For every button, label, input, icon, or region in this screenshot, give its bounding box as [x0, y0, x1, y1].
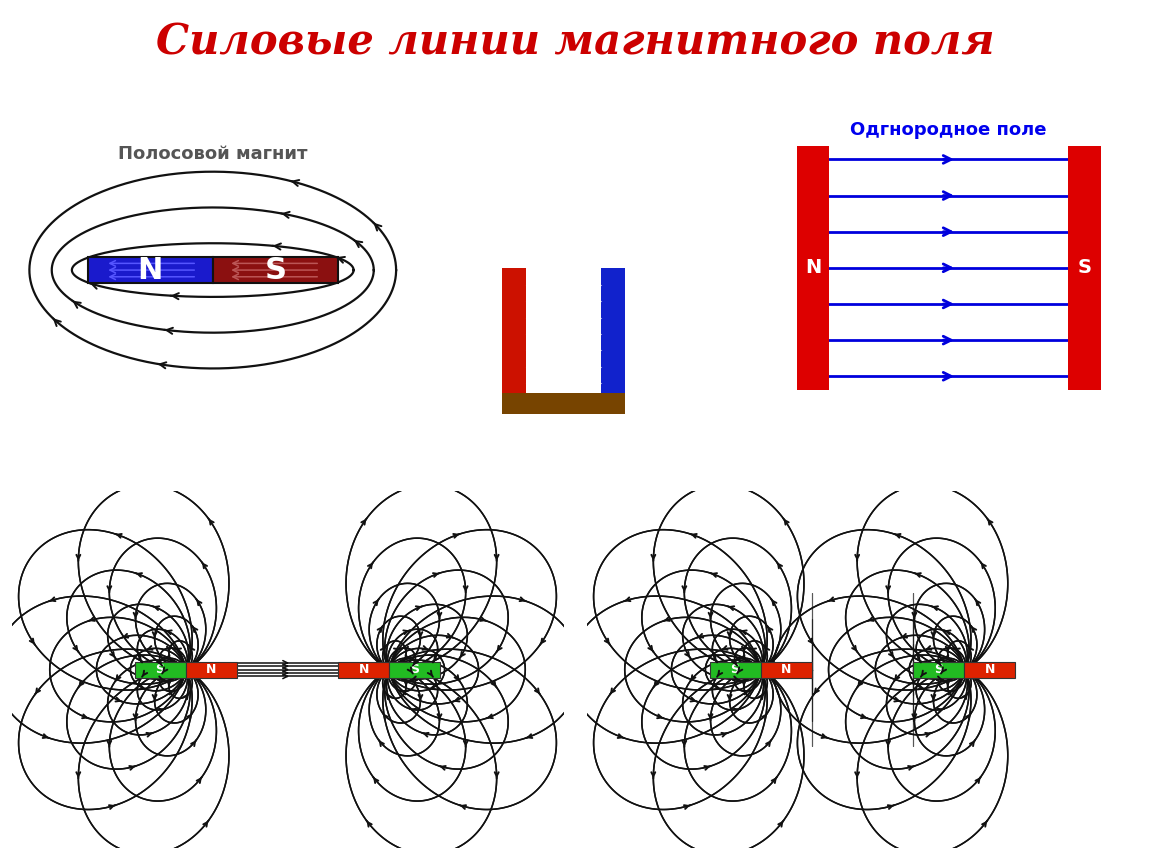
Bar — [600, 268, 626, 394]
Bar — [760, 662, 812, 677]
Text: S: S — [264, 256, 286, 284]
Text: N: N — [206, 663, 216, 677]
Bar — [338, 662, 390, 677]
Bar — [390, 662, 440, 677]
Bar — [213, 257, 338, 283]
Bar — [1068, 146, 1101, 390]
Bar — [87, 257, 213, 283]
Text: N: N — [805, 258, 821, 277]
Text: N: N — [138, 256, 163, 284]
Bar — [965, 662, 1015, 677]
Text: Одгнородное поле: Одгнородное поле — [851, 122, 1046, 139]
Bar — [710, 662, 760, 677]
Text: Силовые линии магнитного поля: Силовые линии магнитного поля — [155, 22, 995, 64]
Text: N: N — [359, 663, 369, 677]
Text: N: N — [781, 663, 791, 677]
Text: S: S — [730, 663, 739, 677]
Bar — [503, 268, 527, 394]
Bar — [185, 662, 237, 677]
Text: Дугообразный: Дугообразный — [488, 95, 639, 113]
Text: S: S — [411, 663, 420, 677]
Bar — [913, 662, 965, 677]
Bar — [135, 662, 185, 677]
Bar — [797, 146, 829, 390]
Text: S: S — [155, 663, 164, 677]
Text: S: S — [1078, 258, 1091, 277]
Text: S: S — [935, 663, 943, 677]
Bar — [503, 392, 626, 415]
Text: Полосовой магнит: Полосовой магнит — [118, 145, 307, 162]
Text: N: N — [984, 663, 995, 677]
